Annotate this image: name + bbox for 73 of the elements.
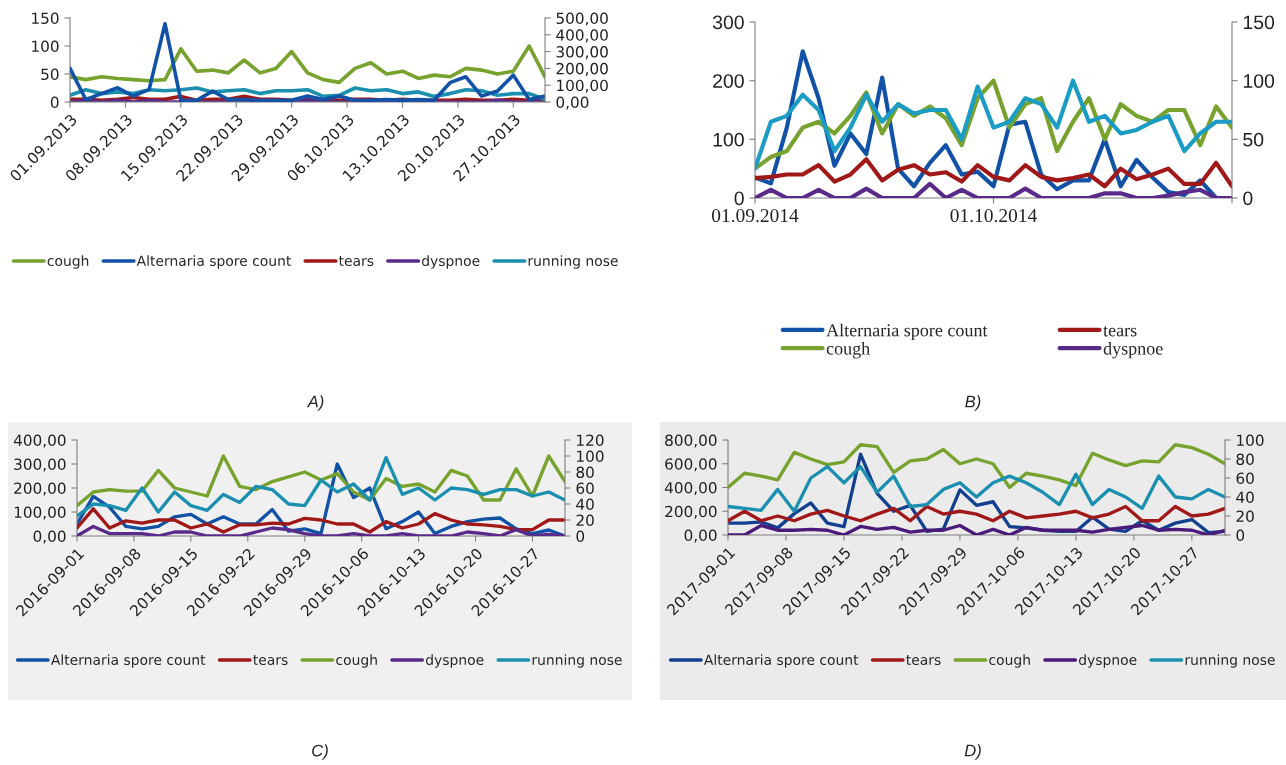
- line-series: [728, 464, 1225, 513]
- legend-label: dyspnoe: [422, 255, 480, 269]
- y-tick-label: 0,00: [33, 530, 66, 544]
- legend-label: Alternaria spore count: [826, 323, 988, 341]
- y-tick-label: 800,00: [665, 434, 717, 448]
- text: D): [964, 744, 981, 760]
- y2-tick-label: 100,00: [557, 79, 608, 93]
- y-tick-label: 0: [50, 96, 59, 109]
- y-tick-label: 200: [713, 74, 744, 88]
- legend-label: running nose: [1185, 654, 1275, 668]
- y-tick-label: 600,00: [665, 458, 717, 472]
- text: B): [965, 395, 981, 411]
- y2-tick-label: 0: [576, 530, 585, 543]
- legend-label: Alternaria spore count: [50, 654, 206, 668]
- y2-tick-label: 100: [1243, 74, 1275, 88]
- text: A): [306, 395, 324, 411]
- y-tick-label: 200,00: [14, 482, 66, 496]
- y2-tick-label: 40: [1236, 491, 1254, 504]
- y2-tick-label: 40: [576, 498, 594, 511]
- y-tick-label: 400,00: [664, 481, 717, 496]
- y2-tick-label: 200,00: [556, 62, 608, 76]
- y-tick-label: 0,00: [684, 529, 717, 543]
- line-series: [70, 44, 545, 85]
- y2-tick-label: 0: [1243, 191, 1253, 206]
- legend-label: Alternaria spore count: [703, 654, 859, 668]
- y-tick-label: 100: [32, 40, 59, 53]
- y2-tick-label: 100: [577, 450, 604, 463]
- legend-label: tears: [906, 655, 941, 666]
- y-tick-label: 200,00: [665, 505, 717, 519]
- line-series: [77, 455, 565, 518]
- y2-tick-label: 400,00: [556, 29, 608, 43]
- line-series: [728, 443, 1225, 490]
- line-series: [728, 504, 1225, 523]
- y2-tick-label: 60: [1236, 472, 1254, 485]
- y2-tick-label: 100: [1237, 434, 1264, 447]
- x-tick-label: 01.09.2014: [711, 208, 799, 223]
- line-series: [77, 454, 565, 508]
- y-tick-label: 100,00: [14, 506, 66, 520]
- legend-label: cough: [989, 654, 1030, 668]
- y-tick-label: 300,00: [14, 458, 66, 472]
- x-tick-label: 01.10.2014: [950, 208, 1037, 223]
- legend-label: cough: [826, 341, 870, 359]
- legend-label: tears: [253, 655, 288, 666]
- legend-label: running nose: [528, 255, 618, 269]
- legend-label: tears: [1103, 326, 1137, 337]
- y2-tick-label: 20: [576, 514, 594, 527]
- legend-label: dyspnoe: [1079, 654, 1137, 668]
- y2-tick-label: 120: [577, 434, 604, 447]
- y2-tick-label: 300,00: [556, 46, 608, 60]
- y2-tick-label: 150: [1243, 15, 1275, 30]
- y2-tick-label: 20: [1236, 510, 1254, 523]
- legend-label: cough: [47, 255, 89, 269]
- y2-tick-label: 0: [1236, 529, 1245, 542]
- y2-tick-label: 50: [1243, 132, 1264, 147]
- y2-tick-label: 80: [1236, 453, 1254, 466]
- y2-tick-label: 60: [576, 482, 594, 495]
- y2-tick-label: 500,00: [556, 12, 608, 26]
- legend-label: running nose: [532, 654, 622, 668]
- y-tick-label: 300: [712, 15, 744, 30]
- line-series: [755, 157, 1232, 189]
- y-tick-label: 150: [32, 12, 59, 25]
- y2-tick-label: 80: [576, 466, 594, 479]
- legend-label: dyspnoe: [426, 654, 484, 668]
- y-tick-label: 400,00: [13, 434, 66, 448]
- legend-label: tears: [338, 256, 374, 267]
- text: C): [312, 744, 328, 760]
- y-tick-label: 50: [41, 68, 59, 81]
- legend-label: cough: [336, 654, 377, 668]
- y-tick-label: 0: [734, 191, 744, 206]
- y-tick-label: 100: [713, 132, 744, 147]
- y2-tick-label: 0,00: [556, 96, 589, 110]
- legend-label: dyspnoe: [1103, 341, 1163, 359]
- legend-label: Alternaria spore count: [136, 255, 292, 269]
